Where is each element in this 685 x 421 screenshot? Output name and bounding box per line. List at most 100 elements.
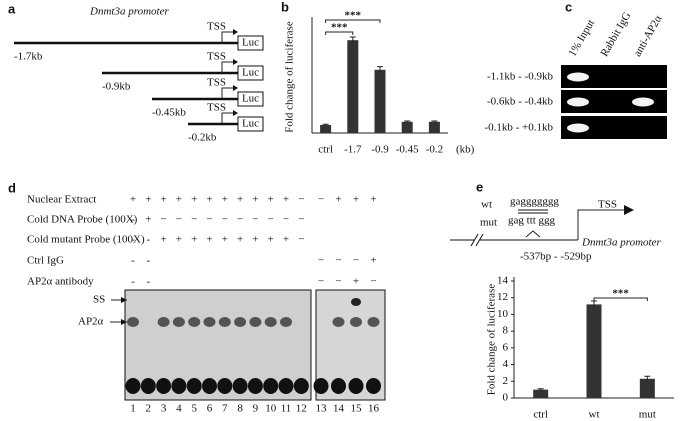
arrow-head [233, 85, 238, 91]
gel-strip [561, 90, 667, 113]
lane-symbol: − [298, 214, 304, 226]
significance-bracket [325, 31, 354, 35]
x-tick-label: ctrl [533, 409, 548, 421]
construct-label: -1.7kb [14, 51, 43, 63]
y-tick-label: 6 [503, 341, 509, 353]
y-tick-label: 8 [503, 325, 509, 337]
lane-symbol: − [237, 214, 243, 226]
lane-number: 7 [222, 403, 228, 415]
mut-sequence: gag ttt ggg [508, 215, 556, 227]
lane-symbol: − [283, 214, 289, 226]
lane-symbol: + [176, 194, 182, 206]
tss-arrow [221, 87, 234, 99]
row-label: -1.1kb - -0.9kb [487, 71, 553, 83]
lane-symbol: + [370, 194, 376, 206]
ap2-band [172, 317, 185, 327]
x-tick-label: -0.9 [371, 144, 389, 156]
lane-symbol: + [268, 194, 274, 206]
free-probe [331, 378, 346, 394]
error-bar [322, 123, 329, 126]
column-label: Rabbit IgG [598, 10, 633, 59]
luc-label: Luc [242, 37, 259, 49]
x-tick-label: -1.7 [344, 144, 362, 156]
construct-label: -0.9kb [102, 81, 131, 93]
tss-arrow [221, 31, 234, 43]
lane-symbol: + [206, 194, 212, 206]
arrow-head [121, 297, 127, 303]
ap2-band [157, 317, 170, 327]
panel-a-title: Dnmt3a promoter [89, 6, 169, 18]
column-label: 1% Input [566, 18, 597, 59]
lane-symbol: − [206, 214, 212, 226]
lane-symbol: + [176, 234, 182, 246]
ap2-band [234, 317, 247, 327]
mut-label: mut [480, 217, 497, 229]
error-bar [537, 388, 544, 391]
y-tick-label: 14 [497, 275, 509, 287]
tss-label: TSS [207, 102, 226, 114]
lane-symbol: + [160, 234, 166, 246]
lane-symbol: − [298, 234, 304, 246]
bar [428, 121, 440, 133]
condition-label: Ctrl IgG [27, 255, 64, 267]
lane-symbol: + [206, 234, 212, 246]
free-probe [125, 378, 141, 394]
bar [347, 40, 359, 134]
lane-number: 3 [161, 403, 167, 415]
ap2-band [127, 317, 139, 327]
lane-number: 14 [333, 403, 345, 415]
wt-sequence: gaggggggg [510, 196, 559, 208]
lane-symbol: - [146, 255, 150, 267]
supershift-band [351, 298, 361, 306]
gel-band [567, 123, 589, 133]
free-probe [156, 378, 172, 394]
lane-symbol: − [318, 276, 324, 288]
x-tick-label: -0.45 [396, 144, 419, 156]
lane-symbol: - [146, 276, 150, 288]
lane-number: 5 [191, 403, 197, 415]
row-label: -0.6kb - -0.4kb [487, 96, 553, 108]
lane-symbol: − [222, 214, 228, 226]
lane-symbol: − [370, 276, 376, 288]
lane-symbol: − [176, 214, 182, 226]
lane-symbol: − [353, 255, 359, 267]
gel-band [567, 97, 589, 107]
significance-label: *** [612, 288, 629, 300]
panel-letter: e [476, 179, 483, 194]
panel-letter: c [565, 0, 572, 14]
arrow-head [233, 110, 238, 116]
free-probe [232, 378, 248, 394]
panel-letter: a [8, 1, 16, 16]
error-bar [431, 120, 438, 123]
lane-symbol: + [191, 194, 197, 206]
lane-symbol: + [353, 276, 359, 288]
bar [401, 121, 413, 133]
significance-label: *** [331, 22, 348, 34]
bar [374, 69, 386, 133]
y-tick-label: 0 [503, 392, 509, 404]
tss-arrow [221, 61, 234, 73]
lane-symbol: + [283, 234, 289, 246]
lane-symbol: − [335, 255, 341, 267]
ap2-band [350, 317, 362, 327]
row-label: -0.1kb - +0.1kb [484, 122, 553, 134]
lane-symbol: − [318, 194, 324, 206]
error-bar [644, 375, 651, 382]
y-axis-label: Fold change of luciferase [284, 21, 296, 133]
gel-band [632, 97, 654, 107]
lane-number: 12 [296, 403, 307, 415]
lane-symbol: + [268, 234, 274, 246]
lane-symbol: - [131, 276, 135, 288]
lane-symbol: − [318, 255, 324, 267]
lane-number: 11 [281, 403, 292, 415]
free-probe [366, 378, 381, 394]
ap2-band [203, 317, 216, 327]
arrow-head [233, 29, 238, 35]
bar [586, 304, 602, 398]
free-probe [140, 378, 156, 394]
x-tick-label: -0.2 [426, 144, 443, 156]
condition-label: Cold DNA Probe (100X) [27, 214, 138, 226]
lane-symbol: + [252, 234, 258, 246]
lane-symbol: + [191, 234, 197, 246]
arrow-head [624, 205, 634, 215]
